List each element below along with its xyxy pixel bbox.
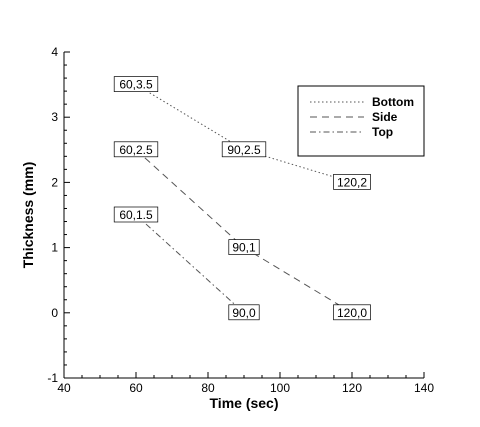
data-label: 60,1.5 [113, 206, 159, 223]
data-label: 120,2 [333, 174, 371, 190]
data-label-text: 120,2 [337, 175, 367, 189]
data-label-box [333, 304, 371, 321]
y-tick-label: 4 [51, 45, 58, 59]
series-line-top [135, 214, 245, 314]
legend-box [297, 85, 425, 157]
data-label: 90,2.5 [221, 141, 267, 158]
series-line-bottom [135, 84, 353, 183]
x-tick-label: 40 [57, 381, 71, 395]
legend-label-bottom: Bottom [372, 95, 414, 109]
data-label-text: 90,2.5 [227, 143, 261, 157]
axes: -1 0 1 2 3 4 40 60 80 100 120 140 [47, 45, 434, 395]
y-tick-label: 1 [51, 241, 58, 255]
data-label-box [113, 206, 159, 223]
data-label-box [113, 76, 159, 92]
data-label-box [333, 174, 371, 190]
y-tick-label: 3 [51, 110, 58, 124]
y-axis-title: Thickness (mm) [20, 162, 36, 269]
x-tick-label: 140 [414, 381, 434, 395]
legend-label-top: Top [372, 125, 393, 139]
y-tick-label: -1 [47, 371, 58, 385]
data-label-text: 90,0 [232, 306, 256, 320]
data-label-text: 120,0 [337, 306, 367, 320]
point-labels: 60,3.5 90,2.5 120,2 60,2.5 90,1 120,0 60,1.5 90… [113, 76, 371, 321]
data-label-text: 60,3.5 [119, 78, 153, 92]
x-tick-label: 100 [270, 381, 290, 395]
data-label-box [228, 239, 260, 255]
legend-label-side: Side [372, 110, 398, 124]
data-label: 90,1 [228, 239, 260, 255]
data-label: 60,3.5 [113, 76, 159, 92]
data-label: 60,2.5 [113, 141, 159, 158]
data-label: 120,0 [333, 304, 371, 321]
x-tick-label: 80 [201, 381, 215, 395]
x-tick-label: 120 [342, 381, 362, 395]
data-label-text: 90,1 [232, 241, 256, 255]
data-label: 90,0 [228, 304, 260, 321]
y-tick-label: 2 [51, 175, 58, 189]
data-label-text: 60,1.5 [119, 208, 153, 222]
data-label-box [228, 304, 260, 321]
series-line-side [135, 149, 353, 314]
x-tick-label: 60 [129, 381, 143, 395]
y-tick-label: 0 [51, 306, 58, 320]
data-label-box [113, 141, 159, 158]
data-label-text: 60,2.5 [119, 143, 153, 157]
x-axis-title: Time (sec) [210, 395, 279, 411]
data-label-box [221, 141, 267, 158]
